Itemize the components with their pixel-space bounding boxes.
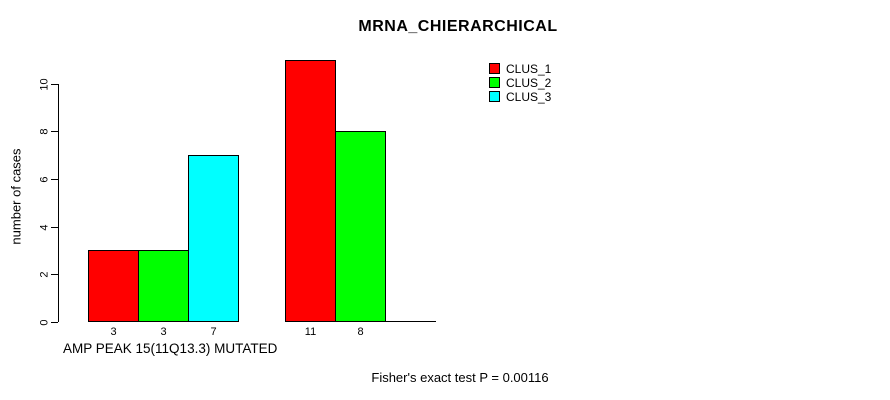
y-tick bbox=[51, 274, 58, 275]
legend-item-clus_1: CLUS_1 bbox=[489, 61, 552, 76]
bar-clus_2-group2 bbox=[335, 131, 386, 322]
y-tick-label: 10 bbox=[38, 78, 51, 91]
legend-label-clus_3: CLUS_3 bbox=[506, 89, 552, 104]
bar-clus_1-group1 bbox=[88, 250, 139, 322]
bar-value-label: 3 bbox=[110, 326, 117, 338]
legend-item-clus_3: CLUS_3 bbox=[489, 89, 552, 104]
y-tick bbox=[51, 322, 58, 323]
bar-clus_3-group2-zero bbox=[385, 321, 436, 322]
legend-swatch-clus_3 bbox=[489, 91, 500, 102]
bar-clus_2-group1 bbox=[138, 250, 189, 322]
y-tick-label: 4 bbox=[38, 224, 51, 231]
legend-swatch-clus_1 bbox=[489, 63, 500, 74]
y-tick bbox=[51, 179, 58, 180]
y-tick-label: 2 bbox=[38, 271, 51, 278]
legend: CLUS_1 CLUS_2 CLUS_3 bbox=[489, 63, 551, 105]
x-axis-label: AMP PEAK 15(11Q13.3) MUTATED bbox=[63, 341, 278, 356]
y-axis-label: number of cases bbox=[8, 148, 24, 245]
bar-value-label: 8 bbox=[357, 326, 364, 338]
bar-value-label: 11 bbox=[304, 326, 317, 338]
y-tick bbox=[51, 227, 58, 228]
y-tick bbox=[51, 131, 58, 132]
legend-label-clus_2: CLUS_2 bbox=[506, 75, 552, 90]
y-tick-label: 0 bbox=[38, 319, 51, 326]
y-tick-label: 8 bbox=[38, 128, 51, 135]
bar-clus_1-group2 bbox=[285, 60, 336, 322]
y-axis-line bbox=[58, 83, 59, 322]
bar-value-label: 7 bbox=[210, 326, 217, 338]
legend-item-clus_2: CLUS_2 bbox=[489, 75, 552, 90]
y-tick-label: 6 bbox=[38, 176, 51, 183]
bar-clus_3-group1 bbox=[188, 155, 239, 322]
bar-value-label: 3 bbox=[160, 326, 167, 338]
footnote-pvalue: Fisher's exact test P = 0.00116 bbox=[371, 370, 549, 385]
legend-swatch-clus_2 bbox=[489, 77, 500, 88]
legend-label-clus_1: CLUS_1 bbox=[506, 61, 552, 76]
chart-title: MRNA_CHIERARCHICAL bbox=[358, 18, 558, 35]
y-tick bbox=[51, 84, 58, 85]
